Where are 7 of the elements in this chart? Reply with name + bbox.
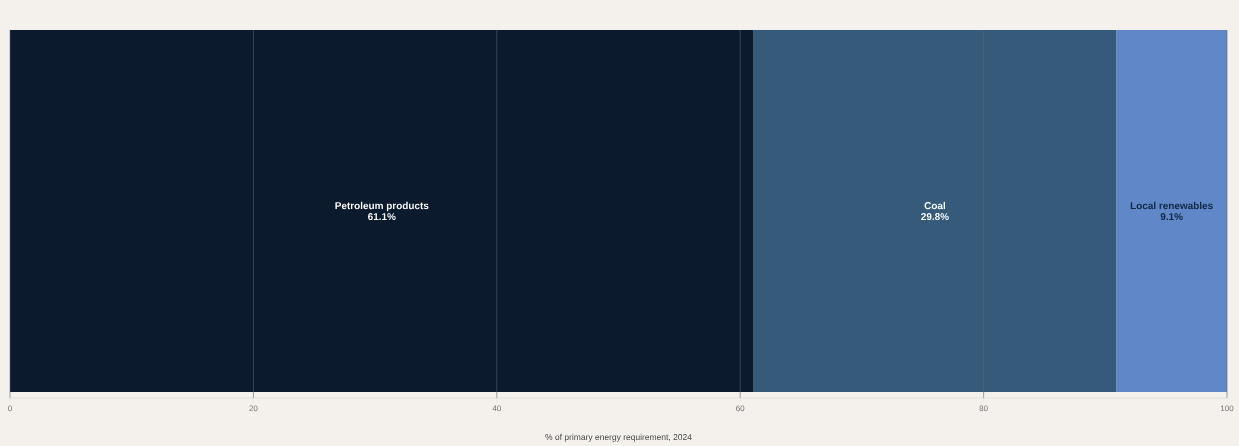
series-label: Local renewables xyxy=(1130,201,1213,210)
data-label: 61.1% xyxy=(368,213,396,221)
series-label: Petroleum products xyxy=(335,201,429,212)
data-label: 9.1% xyxy=(1160,213,1183,221)
series-label: Coal xyxy=(924,201,946,210)
data-label: 29.8% xyxy=(921,213,949,221)
x-axis-title: % of primary energy requirement, 2024 xyxy=(545,433,692,442)
